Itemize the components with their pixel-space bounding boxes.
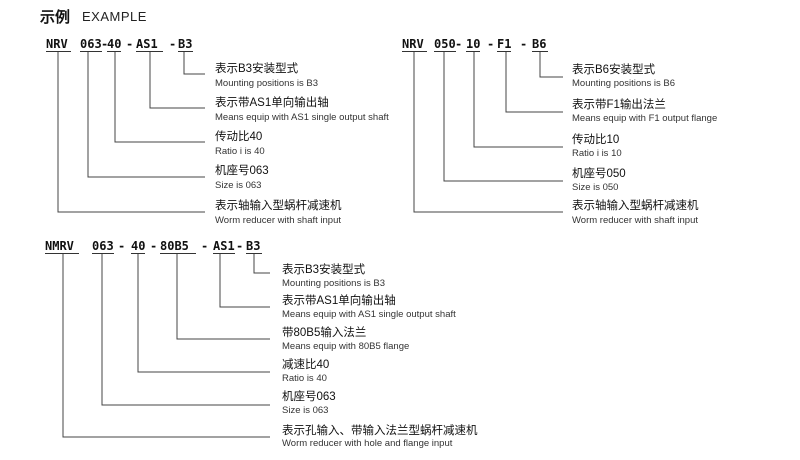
description-english: Mounting positions is B3 [215, 78, 318, 89]
description-chinese: 传动比10 [572, 134, 620, 146]
code-separator: - [236, 239, 244, 253]
description-english: Worm reducer with shaft input [572, 215, 699, 226]
code-separator: - [150, 239, 158, 253]
code-segment: AS1 [213, 239, 235, 254]
code-segment: 80B5 [160, 240, 196, 254]
leader-line [539, 52, 563, 78]
description-chinese: 表示带AS1单向输出轴 [282, 295, 396, 307]
leader-line [149, 52, 205, 109]
code-segment: 050 [434, 37, 456, 52]
description-english: Ratio i is 10 [572, 148, 622, 159]
leader-line [176, 254, 270, 340]
description-chinese: 表示带F1输出法兰 [572, 99, 666, 111]
description-chinese: 表示带AS1单向输出轴 [215, 97, 329, 109]
code-separator: - [118, 239, 126, 253]
leader-line [253, 254, 270, 274]
description-chinese: 减速比40 [282, 359, 330, 371]
code-separator: - [169, 37, 177, 51]
description-english: Means equip with F1 output flange [572, 113, 718, 124]
code-segment: NRV [402, 38, 427, 52]
leader-line [473, 52, 563, 148]
code-segment: 063 [80, 37, 102, 52]
leader-line [443, 52, 563, 182]
description-english: Ratio i is 40 [215, 146, 265, 157]
code-separator: - [101, 37, 109, 51]
description-chinese: 机座号063 [282, 391, 336, 403]
description-chinese: 表示孔输入、带输入法兰型蜗杆减速机 [282, 425, 478, 437]
title-english: EXAMPLE [82, 9, 147, 24]
code-segment: AS1 [136, 38, 163, 52]
description-english: Worm reducer with shaft input [215, 215, 342, 226]
code-separator: - [455, 37, 463, 51]
code-separator: - [126, 37, 134, 51]
code-segment: F1 [497, 37, 512, 52]
code-segment: 40 [131, 239, 146, 254]
code-segment: NMRV [45, 240, 79, 254]
code-segment: 10 [466, 37, 481, 52]
code-segment: 40 [107, 37, 122, 52]
leader-line [219, 254, 270, 308]
description-english: Mounting positions is B3 [282, 278, 385, 289]
description-chinese: 表示轴输入型蜗杆减速机 [572, 200, 699, 212]
code-segment: 063 [92, 239, 114, 254]
code-segment: B3 [178, 37, 193, 52]
leader-line [137, 254, 270, 373]
leader-line [101, 254, 270, 406]
description-english: Means equip with 80B5 flange [282, 341, 410, 352]
leader-line [505, 52, 563, 113]
description-chinese: 带80B5输入法兰 [282, 327, 367, 339]
leader-line [87, 52, 205, 178]
code-segment: NRV [46, 38, 71, 52]
description-chinese: 表示B6安装型式 [572, 64, 656, 76]
description-english: Means equip with AS1 single output shaft [282, 309, 456, 320]
description-chinese: 机座号063 [215, 165, 269, 177]
description-english: Worm reducer with hole and flange input [282, 438, 453, 449]
description-chinese: 传动比40 [215, 131, 263, 143]
description-english: Size is 063 [282, 405, 329, 416]
code-segment: B3 [246, 239, 262, 254]
code-segment: B6 [532, 37, 548, 52]
leader-line [62, 254, 270, 438]
title-chinese: 示例 [40, 9, 71, 26]
code-separator: - [520, 37, 528, 51]
leader-line [183, 52, 205, 75]
code-separator: - [487, 37, 495, 51]
description-english: Mounting positions is B6 [572, 78, 675, 89]
description-chinese: 机座号050 [572, 168, 626, 180]
description-english: Means equip with AS1 single output shaft [215, 112, 389, 123]
description-chinese: 表示B3安装型式 [282, 264, 366, 276]
description-chinese: 表示B3安装型式 [215, 63, 299, 75]
leader-line [57, 52, 205, 213]
description-chinese: 表示轴输入型蜗杆减速机 [215, 200, 342, 212]
description-english: Size is 050 [572, 182, 619, 193]
description-english: Ratio is 40 [282, 373, 327, 384]
leader-line [114, 52, 205, 143]
description-english: Size is 063 [215, 180, 262, 191]
leader-line [413, 52, 563, 213]
code-separator: - [201, 239, 209, 253]
